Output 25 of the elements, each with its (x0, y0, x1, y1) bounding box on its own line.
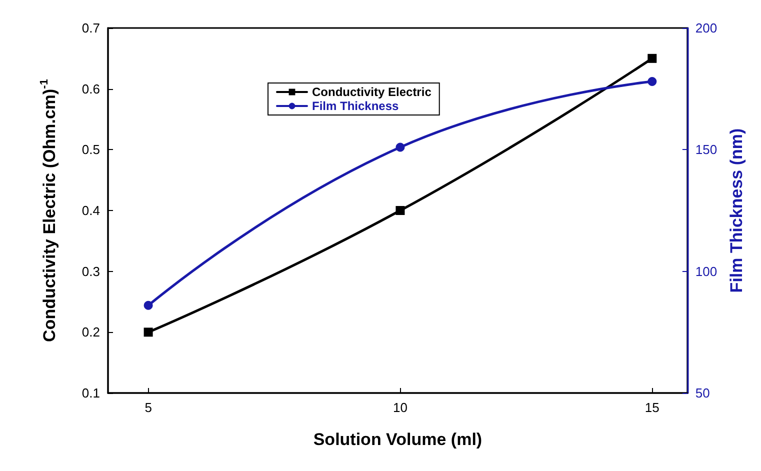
x-tick-label: 10 (392, 400, 408, 415)
y-axis-title: Conductivity Electric (Ohm.cm)-1 (38, 79, 59, 342)
y2-tick-label: 200 (695, 20, 718, 36)
y2-tick-label: 50 (695, 386, 710, 400)
y-tick-label: 0.4 (82, 203, 100, 218)
x-axis-title: Solution Volume (ml) (313, 430, 482, 449)
x-tick-label: 15 (644, 400, 660, 415)
y-tick-label: 0.3 (82, 264, 100, 279)
x-tick-label: 5 (144, 400, 152, 415)
y2-tick-label: 150 (695, 142, 718, 158)
point (396, 142, 405, 152)
y-tick-label: 0.1 (82, 386, 100, 400)
y-tick-label: 0.7 (82, 20, 100, 36)
y2-tick-label: 100 (695, 264, 718, 279)
point (396, 206, 405, 215)
y2-axis-title: Film Thickness (nm) (727, 128, 746, 293)
y-tick-label: 0.2 (82, 324, 100, 340)
y-tick-label: 0.5 (82, 142, 100, 158)
legend-label: Film Thickness (312, 99, 400, 113)
point (144, 328, 153, 337)
legend-label: Conductivity Electric (312, 85, 432, 99)
point (648, 54, 657, 63)
point (144, 300, 153, 310)
y-tick-label: 0.6 (82, 81, 100, 96)
point (648, 77, 657, 86)
